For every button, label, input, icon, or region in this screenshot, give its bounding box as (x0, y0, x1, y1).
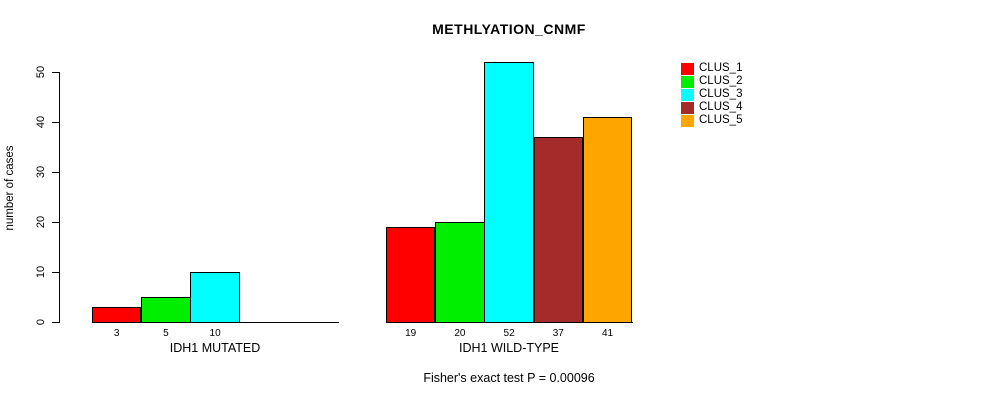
bar-clus_1-idh1-wild-type (386, 227, 436, 323)
y-tick-label: 10 (35, 265, 47, 279)
legend-item-clus_5: CLUS_5 (681, 114, 742, 127)
y-tick-label: 30 (35, 165, 47, 179)
bar-clus_1-idh1-mutated (92, 307, 142, 323)
bar-clus_4-idh1-wild-type (533, 137, 583, 323)
legend-label: CLUS_4 (699, 101, 743, 113)
bar-value-label: 52 (503, 328, 515, 339)
legend-item-clus_2: CLUS_2 (681, 75, 742, 88)
bar-clus_3-idh1-wild-type (484, 62, 534, 323)
y-tick (52, 122, 59, 123)
legend-swatch-icon (681, 88, 694, 101)
bar-value-label: 37 (552, 328, 564, 339)
bar-value-label: 10 (209, 328, 221, 339)
y-tick (52, 272, 59, 273)
y-tick (52, 72, 59, 73)
group-label-idh1-mutated: IDH1 MUTATED (169, 341, 261, 355)
bar-clus_5-idh1-wild-type (582, 117, 633, 323)
y-axis-line (59, 72, 60, 323)
chart-title: METHLYATION_CNMF (432, 21, 586, 37)
bar-value-label: 20 (454, 328, 466, 339)
legend-item-clus_3: CLUS_3 (681, 88, 742, 101)
bar-value-label: 19 (405, 328, 417, 339)
y-axis-label: number of cases (4, 145, 16, 231)
legend-label: CLUS_3 (699, 88, 743, 100)
legend-label: CLUS_2 (699, 75, 743, 87)
y-tick (52, 322, 59, 323)
legend-swatch-icon (681, 62, 694, 75)
y-tick-label: 40 (35, 115, 47, 129)
bar-clus_2-idh1-mutated (141, 297, 191, 323)
legend: CLUS_1 CLUS_2 CLUS_3 CLUS_4 CLUS_5 (681, 62, 742, 127)
bar-value-label: 5 (163, 328, 169, 339)
legend-label: CLUS_1 (699, 62, 743, 74)
y-tick-label: 20 (35, 215, 47, 229)
legend-label: CLUS_5 (699, 114, 743, 126)
y-tick-label: 50 (35, 65, 47, 79)
y-tick (52, 172, 59, 173)
y-tick (52, 222, 59, 223)
bar-value-label: 41 (601, 328, 614, 339)
y-tick-label: 0 (35, 318, 47, 326)
legend-swatch-icon (681, 75, 694, 88)
bar-value-label: 3 (113, 328, 120, 339)
legend-swatch-icon (681, 101, 694, 114)
legend-item-clus_1: CLUS_1 (681, 62, 742, 75)
footnote: Fisher's exact test P = 0.00096 (423, 371, 595, 385)
group-label-idh1-wild-type: IDH1 WILD-TYPE (458, 341, 560, 355)
legend-swatch-icon (681, 114, 694, 127)
legend-item-clus_4: CLUS_4 (681, 101, 742, 114)
bar-clus_2-idh1-wild-type (435, 222, 485, 323)
bar-clus_3-idh1-mutated (190, 272, 240, 323)
